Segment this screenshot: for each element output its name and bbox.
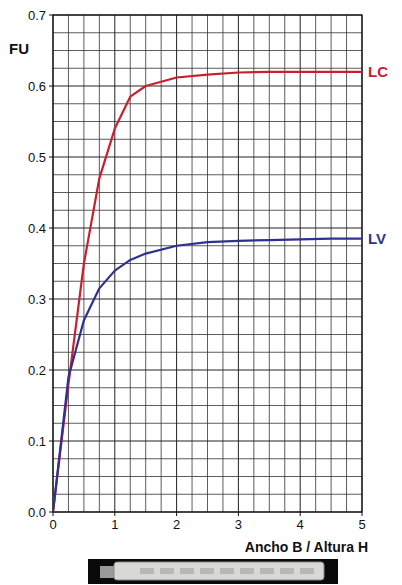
minor-grid-line [53,316,362,317]
series-label: LC [368,63,388,80]
grid-line [53,441,362,442]
minor-grid-line [53,352,362,353]
photo-led-row [280,568,294,574]
y-tick-label: 0.6 [28,79,46,94]
x-tick [114,512,115,516]
series-line [53,239,362,512]
photo-led-row [140,568,154,574]
y-tick-label: 0.3 [28,292,46,307]
y-axis-title: FU [9,40,29,57]
grid [53,15,362,512]
series-line [53,72,362,512]
x-tick-label: 0 [49,517,56,532]
y-tick [49,86,53,87]
lines [53,72,362,512]
y-tick [49,157,53,158]
x-tick-label: 1 [111,517,118,532]
x-tick-label: 3 [235,517,242,532]
minor-grid-line [53,121,362,122]
minor-grid-line [53,210,362,211]
photo-body [114,562,324,580]
luminaire-photo [88,559,338,584]
minor-grid-line [53,139,362,140]
grid-line [53,299,362,300]
grid-line [53,370,362,371]
y-tick [49,370,53,371]
series-label: LV [368,230,386,247]
x-tick [238,512,239,516]
x-tick [362,512,363,516]
grid-line [53,157,362,158]
photo-led-row [200,568,214,574]
minor-grid-line [53,281,362,282]
minor-grid-line [53,103,362,104]
x-tick [176,512,177,516]
minor-grid-line [53,458,362,459]
minor-grid-line [53,405,362,406]
minor-grid-line [53,32,362,33]
y-tick-label: 0.7 [28,8,46,23]
y-tick-label: 0.4 [28,221,46,236]
x-axis-title: Ancho B / Altura H [245,539,368,555]
photo-led-row [300,568,314,574]
grid-line [300,15,301,512]
y-tick [49,512,53,513]
chart: 0 1 2 3 4 5 0.0 0.1 0.2 0.3 0.4 0.5 0.6 0.7 FU Ancho B … [0,0,402,585]
y-tick [49,228,53,229]
y-tick [49,441,53,442]
x-tick [300,512,301,516]
grid-line [53,86,362,87]
y-tick [49,15,53,16]
minor-grid-line [53,263,362,264]
photo-led-row [220,568,234,574]
grid-line [238,15,239,512]
photo-led-row [180,568,194,574]
grid-line [176,15,177,512]
minor-grid-line [53,387,362,388]
minor-grid-line [53,68,362,69]
photo-led-row [240,568,254,574]
minor-grid-line [53,50,362,51]
minor-grid-line [53,245,362,246]
plot-frame [53,15,362,512]
photo-background [88,559,338,584]
x-tick [53,512,54,516]
y-tick-label: 0.5 [28,150,46,165]
y-tick-label: 0.2 [28,363,46,378]
grid-line [53,228,362,229]
grid-line [114,15,115,512]
x-tick-label: 2 [173,517,180,532]
ticks: 0 1 2 3 4 5 0.0 0.1 0.2 0.3 0.4 0.5 0.6 0.7 [28,8,366,533]
x-tick-label: 5 [358,517,365,532]
minor-grid-line [53,494,362,495]
y-tick [49,299,53,300]
minor-grid-line [53,192,362,193]
minor-grid-line [53,423,362,424]
photo-led-row [260,568,274,574]
photo-led-row [160,568,174,574]
y-tick-label: 0.1 [28,434,46,449]
y-tick-label: 0.0 [28,505,46,520]
minor-grid-line [53,476,362,477]
x-tick-label: 4 [297,517,304,532]
minor-grid-line [53,334,362,335]
